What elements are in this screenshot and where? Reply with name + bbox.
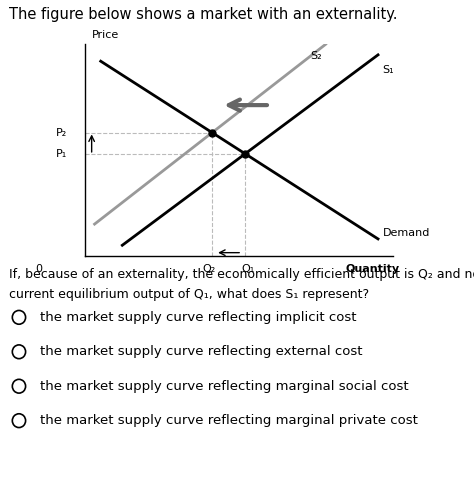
Text: 0: 0 — [36, 264, 43, 275]
Text: If, because of an externality, the economically efficient output is Q₂ and not t: If, because of an externality, the econo… — [9, 268, 474, 281]
Text: current equilibrium output of Q₁, what does S₁ represent?: current equilibrium output of Q₁, what d… — [9, 288, 370, 301]
Text: P₁: P₁ — [55, 149, 67, 159]
Text: the market supply curve reflecting marginal private cost: the market supply curve reflecting margi… — [40, 414, 418, 427]
Text: P₂: P₂ — [55, 127, 67, 138]
Text: the market supply curve reflecting marginal social cost: the market supply curve reflecting margi… — [40, 380, 409, 393]
Text: The figure below shows a market with an externality.: The figure below shows a market with an … — [9, 7, 398, 22]
Text: the market supply curve reflecting implicit cost: the market supply curve reflecting impli… — [40, 311, 357, 324]
Text: Demand: Demand — [383, 228, 430, 238]
Text: Q₁: Q₁ — [242, 264, 255, 275]
Text: the market supply curve reflecting external cost: the market supply curve reflecting exter… — [40, 345, 363, 358]
Text: S₂: S₂ — [310, 51, 322, 61]
Text: Q₂: Q₂ — [202, 264, 216, 275]
Text: Quantity: Quantity — [346, 264, 400, 275]
Text: Price: Price — [91, 30, 118, 40]
Text: S₁: S₁ — [383, 65, 394, 75]
